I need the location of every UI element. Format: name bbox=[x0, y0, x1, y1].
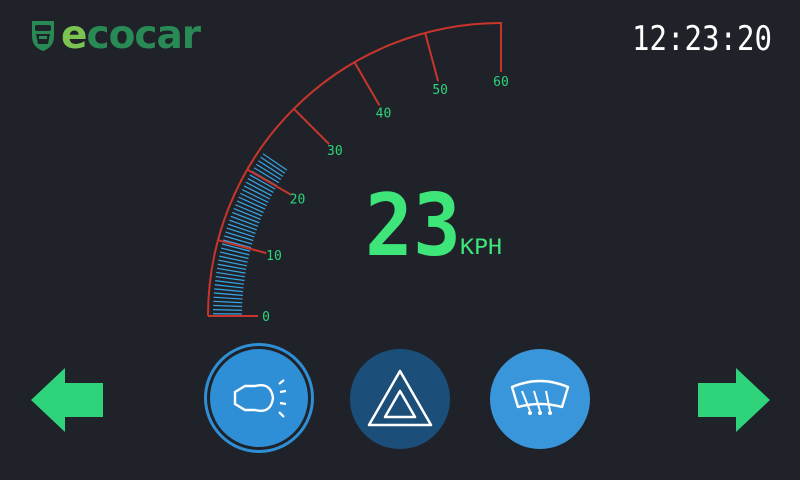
speed-fill-tick bbox=[241, 189, 269, 203]
speed-tick-labels: 0 10 20 30 40 50 60 bbox=[262, 75, 509, 325]
speed-fill-tick bbox=[229, 219, 257, 231]
shield-emblem-icon bbox=[32, 21, 54, 51]
wiper-icon bbox=[510, 379, 570, 415]
speed-fill-tick bbox=[224, 235, 253, 245]
hazard-icon bbox=[367, 369, 433, 427]
speed-fill-tick bbox=[243, 185, 271, 200]
speed-fill-tick bbox=[262, 153, 288, 171]
speed-fill-tick bbox=[232, 211, 260, 224]
speed-fill-tick bbox=[233, 208, 261, 220]
speed-fill-tick bbox=[213, 300, 243, 304]
speed-fill-tick bbox=[230, 215, 259, 227]
speed-value: 23 bbox=[365, 176, 461, 276]
speed-fill-tick bbox=[213, 296, 243, 300]
headlight-button[interactable] bbox=[210, 349, 308, 447]
speed-fill-tick bbox=[216, 267, 246, 274]
speed-fill-tick bbox=[220, 247, 250, 256]
headlight-icon bbox=[233, 379, 287, 418]
speed-fill-tick bbox=[247, 178, 274, 193]
clock-display: 12:23:20 bbox=[632, 19, 772, 58]
speed-fill-tick bbox=[226, 227, 255, 238]
speed-major-tick bbox=[293, 108, 330, 145]
speed-tick-label: 40 bbox=[376, 106, 392, 121]
speed-unit: KPH bbox=[460, 235, 502, 259]
speed-fill-tick bbox=[238, 196, 266, 210]
speed-major-tick bbox=[424, 32, 440, 82]
speed-major-tick bbox=[217, 239, 267, 255]
speed-fill-tick bbox=[217, 263, 247, 271]
speed-fill-ticks bbox=[213, 153, 288, 315]
headlight-button-ring bbox=[204, 343, 314, 453]
speed-fill-tick bbox=[223, 239, 252, 249]
speed-fill-tick bbox=[215, 275, 245, 282]
speed-fill-tick bbox=[213, 292, 243, 296]
speed-fill-tick bbox=[235, 204, 263, 217]
speed-fill-tick bbox=[236, 200, 264, 214]
wiper-button[interactable] bbox=[490, 349, 590, 449]
speed-tick-label: 50 bbox=[432, 83, 448, 98]
speed-tick-label: 60 bbox=[493, 75, 509, 90]
brand-wordmark: ecocar bbox=[61, 12, 201, 58]
speed-fill-tick bbox=[213, 304, 243, 308]
clock-time: 12:23:20 bbox=[632, 19, 772, 58]
speed-tick-label: 0 bbox=[262, 310, 270, 325]
speed-major-ticks bbox=[217, 32, 440, 255]
speed-fill-tick bbox=[218, 259, 248, 267]
speed-fill-tick bbox=[225, 231, 254, 242]
ecocar-logo: ecocar bbox=[30, 12, 201, 58]
speed-fill-tick bbox=[258, 160, 284, 177]
speed-fill-tick bbox=[245, 181, 272, 197]
speed-fill-tick bbox=[215, 280, 245, 285]
hazard-button[interactable] bbox=[350, 349, 450, 449]
speed-major-tick bbox=[246, 168, 292, 196]
speed-fill-tick bbox=[216, 271, 246, 278]
speed-fill-tick bbox=[220, 251, 249, 260]
speed-fill-tick bbox=[213, 308, 243, 311]
speed-fill-tick bbox=[214, 284, 244, 289]
arrow-left-icon[interactable] bbox=[31, 368, 103, 432]
speed-fill-tick bbox=[214, 288, 244, 293]
speed-fill-tick bbox=[255, 163, 282, 181]
speed-fill-tick bbox=[249, 174, 276, 190]
speed-tick-label: 10 bbox=[266, 249, 282, 264]
speed-fill-tick bbox=[240, 192, 267, 207]
speed-major-tick bbox=[353, 61, 381, 107]
speedometer-gauge: 0 10 20 30 40 50 60 23 KPH bbox=[207, 22, 509, 325]
speed-fill-tick bbox=[260, 156, 286, 174]
speed-fill-tick bbox=[221, 243, 251, 252]
speed-tick-label: 20 bbox=[290, 193, 306, 208]
speed-fill-tick bbox=[219, 255, 248, 263]
speed-fill-tick bbox=[253, 167, 280, 184]
speed-tick-label: 30 bbox=[327, 144, 343, 159]
arrow-right-icon[interactable] bbox=[698, 368, 770, 432]
speed-fill-tick bbox=[227, 223, 256, 234]
